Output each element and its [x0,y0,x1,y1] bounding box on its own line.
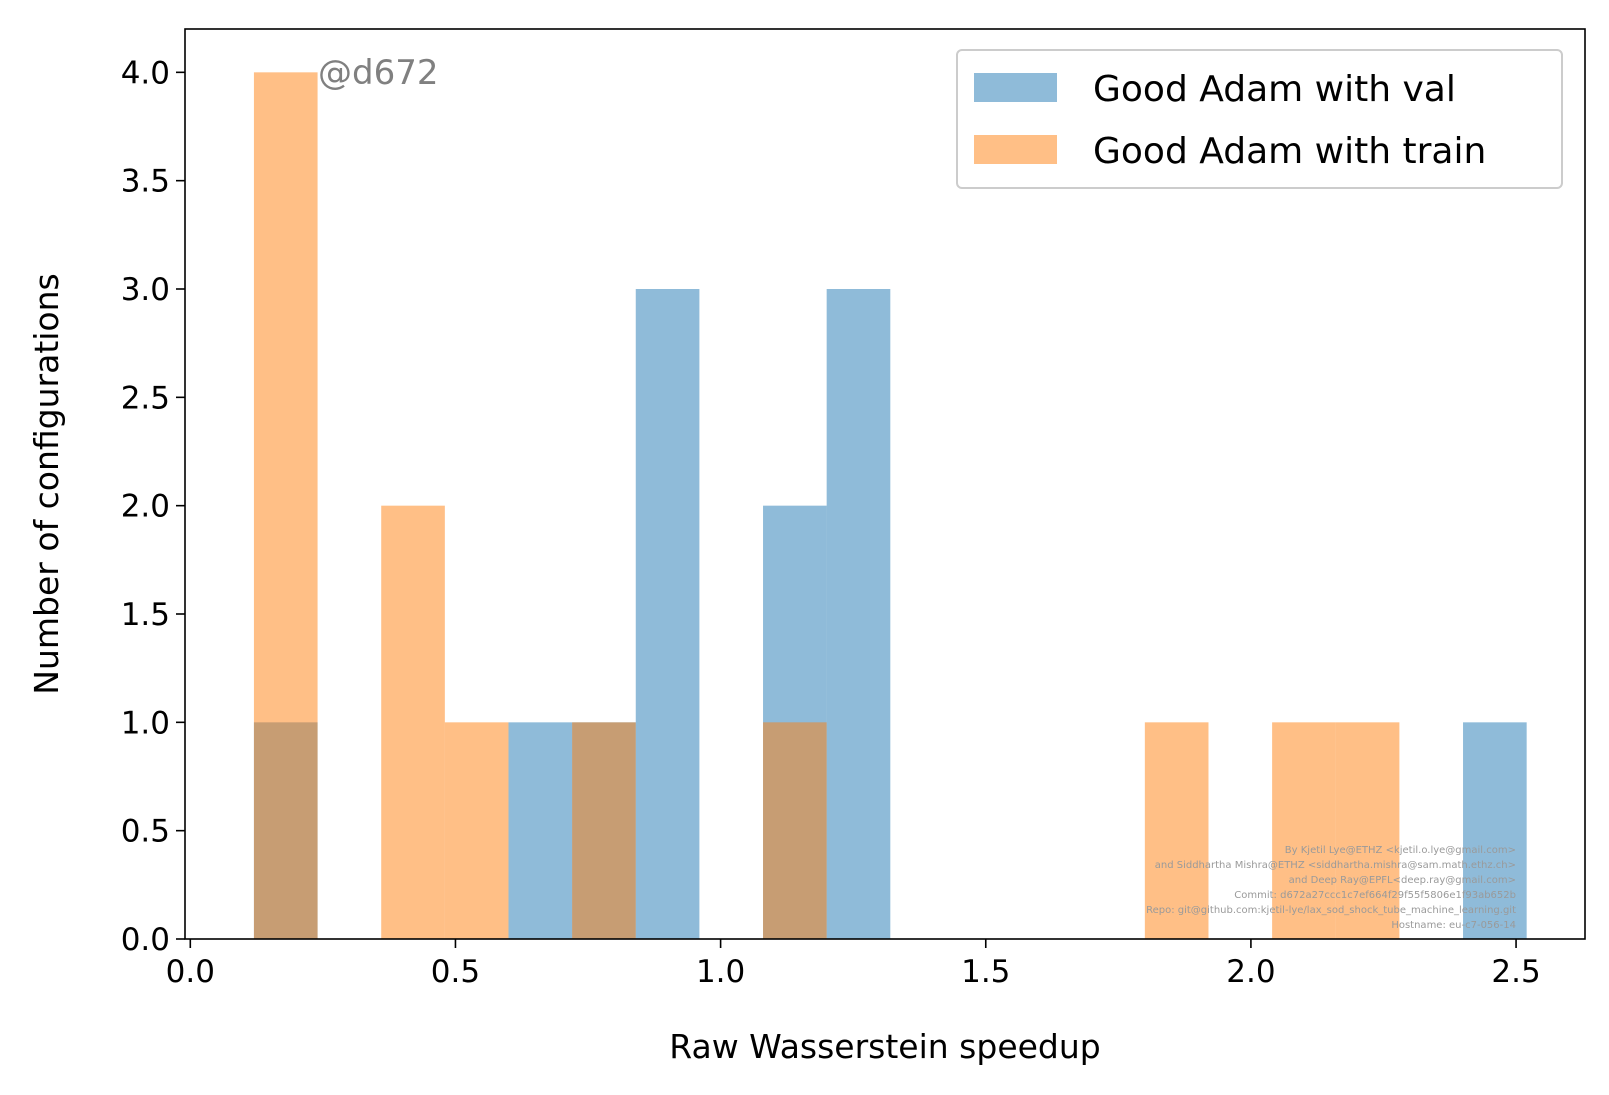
y-axis-label: Number of configurations [27,273,66,694]
bar-train [444,722,509,939]
y-tick-label: 3.5 [121,164,170,200]
credit-line: Commit: d672a27ccc1c7ef664f29f55f5806e1f… [1234,890,1516,901]
x-tick-label: 1.0 [696,954,745,990]
annotation-tag: @d672 [318,53,438,93]
legend-frame [956,49,1563,189]
bar-val [508,722,573,939]
bar-val [826,289,891,939]
credit-line: By Kjetil Lye@ETHZ <kjetil.o.lye@gmail.c… [1285,845,1516,856]
bars-layer [253,72,1527,940]
x-tick-label: 0.5 [431,954,480,990]
x-tick-label: 2.5 [1491,954,1540,990]
bar-train [572,722,636,939]
bar-train [1144,722,1209,939]
x-tick-label: 0.0 [166,954,215,990]
legend-swatch-val [974,73,1057,102]
x-tick-label: 2.0 [1226,954,1275,990]
y-tick-label: 2.0 [121,489,170,525]
legend-swatch-train [974,135,1057,164]
bar-train [381,505,445,939]
y-tick-label: 0.5 [121,814,170,850]
x-axis-ticks: 0.0 0.5 1.0 1.5 2.0 2.5 [166,939,1541,990]
credit-line: Hostname: eu-c7-056-14 [1391,920,1516,931]
bar-train [1272,722,1336,939]
bar-train [1335,722,1400,939]
legend-label-val: Good Adam with val [1093,69,1456,110]
credit-line: Repo: git@github.com:kjetil-lye/lax_sod_… [1146,905,1516,916]
credit-line: and Deep Ray@EPFL<deep.ray@gmail.com> [1289,875,1516,886]
credits-block: By Kjetil Lye@ETHZ <kjetil.o.lye@gmail.c… [1146,845,1516,931]
y-tick-label: 0.0 [121,922,170,958]
bar-train [763,722,827,939]
y-tick-label: 3.0 [121,272,170,308]
legend: Good Adam with val Good Adam with train [956,49,1563,189]
bar-train [253,72,318,940]
bar-val [1463,722,1527,939]
y-axis-ticks: 0.0 0.5 1.0 1.5 2.0 2.5 3.0 3.5 4.0 [121,55,185,958]
legend-label-train: Good Adam with train [1093,131,1486,172]
bar-val [635,289,700,939]
plot-frame [184,28,1586,940]
y-tick-label: 1.5 [121,597,170,633]
x-tick-label: 1.5 [961,954,1010,990]
credit-line: and Siddhartha Mishra@ETHZ <siddhartha.m… [1155,860,1516,871]
y-tick-label: 2.5 [121,380,170,416]
y-tick-label: 4.0 [121,55,170,91]
x-axis-label: Raw Wasserstein speedup [669,1027,1100,1066]
y-tick-label: 1.0 [121,705,170,741]
